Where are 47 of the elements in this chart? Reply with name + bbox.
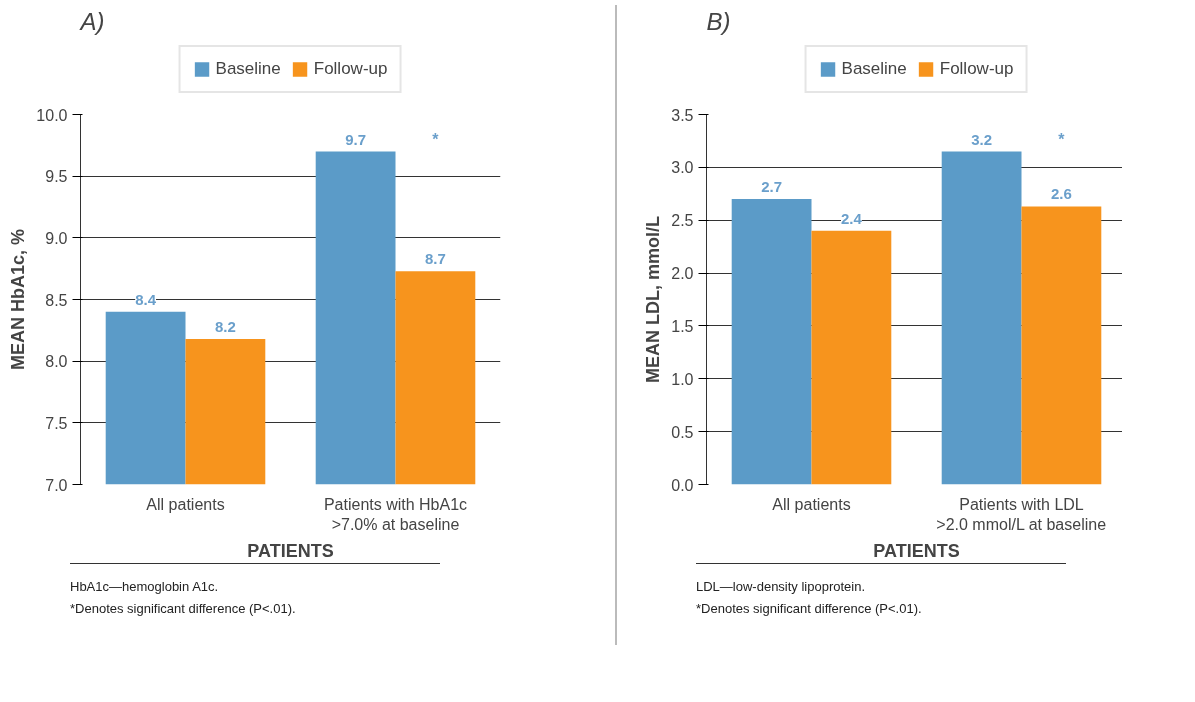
text: *Denotes significant difference (P<.01). bbox=[696, 600, 923, 618]
y-tick-label: 1.0 bbox=[671, 370, 694, 388]
data-label: 2.6 bbox=[1050, 185, 1072, 203]
legend-label: Follow-up bbox=[313, 59, 388, 79]
chart-title: A) bbox=[78, 7, 105, 35]
x-axis-title: PATIENTS bbox=[247, 540, 334, 561]
data-label: 2.7 bbox=[761, 178, 783, 196]
x-tick-label: Patients with LDL >2.0 mmol/L at baseline bbox=[936, 495, 1107, 533]
x-tick-label: Patients with HbA1c >7.0% at baseline bbox=[323, 495, 468, 533]
y-tick-label: 3.5 bbox=[671, 106, 694, 124]
x-axis-title: PATIENTS bbox=[873, 540, 960, 561]
bar bbox=[731, 199, 812, 485]
y-tick-label: 8.0 bbox=[45, 353, 68, 371]
data-label: 9.7 bbox=[345, 130, 367, 148]
chart-title: B) bbox=[706, 7, 731, 35]
y-tick-label: 0.0 bbox=[671, 476, 694, 494]
y-tick-label: 2.5 bbox=[671, 212, 694, 230]
x-tick-label: All patients bbox=[146, 495, 225, 513]
y-axis-title: MEAN HbA1c, % bbox=[8, 228, 29, 371]
data-label: 8.4 bbox=[135, 290, 157, 308]
y-tick-label: 9.5 bbox=[45, 168, 68, 186]
bar bbox=[811, 230, 892, 485]
y-tick-label: 8.5 bbox=[45, 291, 68, 309]
data-label: 8.7 bbox=[424, 250, 446, 268]
y-tick-label: 1.5 bbox=[671, 317, 694, 335]
text: LDL—low-density lipoprotein. bbox=[696, 578, 867, 596]
y-tick-label: 9.0 bbox=[45, 229, 68, 247]
y-tick-label: 2.0 bbox=[671, 265, 694, 283]
annotation: * bbox=[432, 130, 440, 148]
y-axis-title: MEAN LDL, mmol/L bbox=[643, 216, 664, 383]
data-label: 3.2 bbox=[971, 130, 993, 148]
data-label: 8.2 bbox=[214, 317, 236, 335]
x-tick-label: All patients bbox=[772, 495, 851, 513]
y-tick-label: 3.0 bbox=[671, 159, 694, 177]
y-tick-label: 7.0 bbox=[45, 476, 68, 494]
legend-label: Follow-up bbox=[939, 59, 1014, 79]
bar bbox=[941, 151, 1022, 485]
text: *Denotes significant difference (P<.01). bbox=[70, 600, 297, 618]
legend-label: Baseline bbox=[841, 59, 907, 79]
text: HbA1c—hemoglobin A1c. bbox=[70, 578, 220, 596]
legend-label: Baseline bbox=[215, 59, 281, 79]
data-label: 2.4 bbox=[840, 209, 863, 227]
y-tick-label: 0.5 bbox=[671, 423, 694, 441]
annotation: * bbox=[1058, 130, 1066, 148]
bar bbox=[1021, 206, 1102, 485]
y-tick-label: 7.5 bbox=[45, 414, 68, 432]
y-tick-label: 10.0 bbox=[36, 106, 68, 124]
